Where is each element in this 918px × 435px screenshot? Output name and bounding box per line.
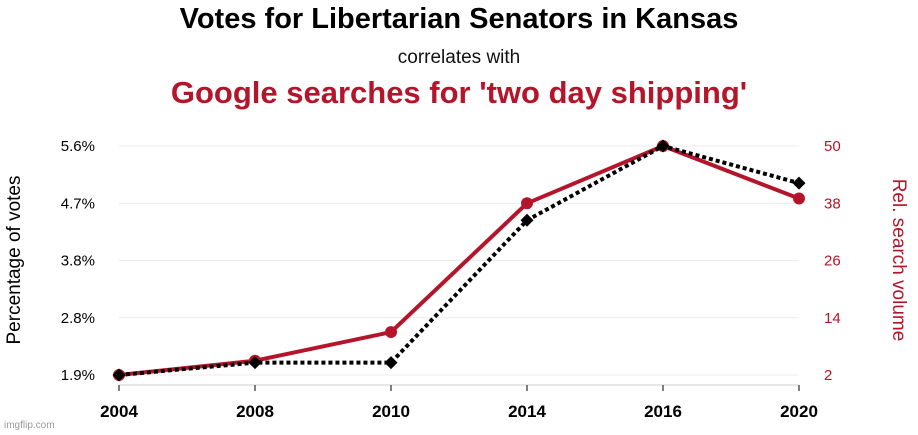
y-left-tick-label: 1.9%	[61, 367, 95, 384]
y-left-tick-label: 2.8%	[61, 310, 95, 327]
data-point-searches	[385, 326, 397, 339]
data-point-searches	[521, 197, 533, 210]
series-line-votes	[118, 144, 800, 377]
x-tick-label: 2004	[100, 402, 138, 421]
data-point-votes	[248, 356, 262, 370]
data-point-searches	[793, 192, 805, 205]
x-tick-label: 2016	[644, 402, 682, 421]
y-right-tick-label: 38	[824, 195, 841, 212]
data-point-votes	[656, 139, 670, 153]
watermark: imgflip.com	[4, 420, 55, 431]
chart-title: Votes for Libertarian Senators in Kansas	[179, 3, 739, 35]
y-left-axis-label: Percentage of votes	[4, 176, 25, 345]
y-right-tick-label: 14	[824, 310, 841, 327]
chart-title-secondary: Google searches for 'two day shipping'	[170, 75, 748, 110]
y-left-tick-label: 3.8%	[61, 253, 95, 270]
x-tick-label: 2010	[372, 402, 410, 421]
x-tick-label: 2014	[508, 402, 546, 421]
chart-subtitle: correlates with	[397, 47, 521, 68]
y-right-axis-label: Rel. search volume	[888, 179, 909, 342]
x-tick-label: 2008	[236, 402, 274, 421]
x-tick-label: 2020	[780, 402, 818, 421]
y-right-tick-label: 2	[824, 367, 832, 384]
y-left-tick-label: 4.7%	[61, 195, 95, 212]
y-left-tick-label: 5.6%	[61, 138, 95, 155]
data-point-votes	[384, 356, 398, 370]
y-right-tick-label: 26	[824, 253, 841, 270]
data-point-votes	[112, 368, 126, 382]
y-right-tick-label: 50	[824, 138, 841, 155]
data-point-votes	[520, 213, 534, 227]
data-point-votes	[792, 176, 806, 190]
